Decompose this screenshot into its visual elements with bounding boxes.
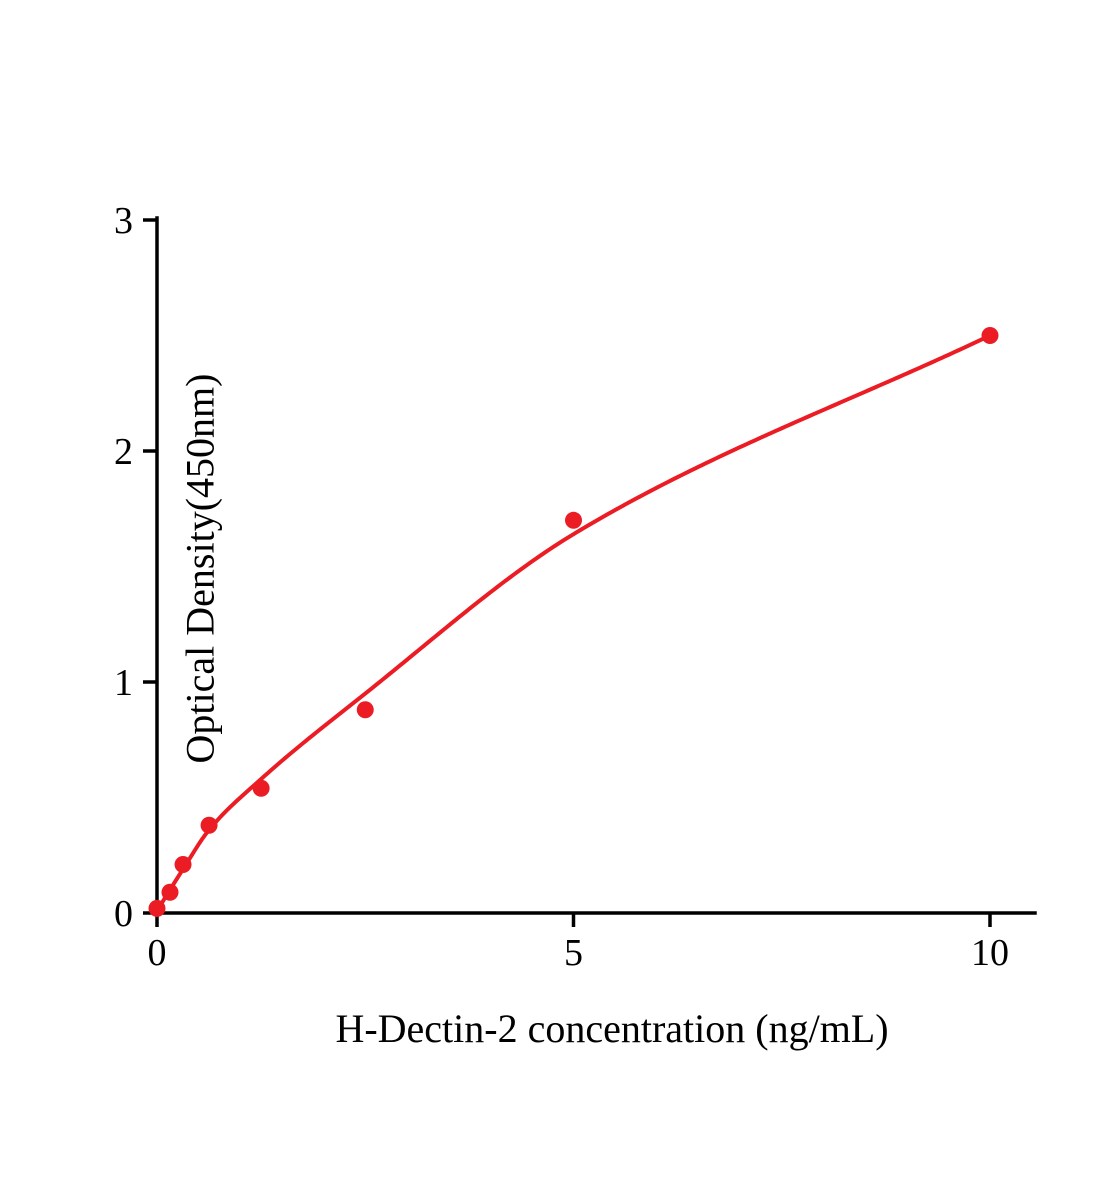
- fitted-curve: [155, 333, 992, 913]
- y-tick-label: 2: [114, 431, 133, 473]
- data-point: [565, 511, 582, 529]
- data-point: [356, 701, 374, 719]
- data-point: [200, 816, 218, 834]
- y-axis-title: Optical Density(450nm): [177, 373, 223, 764]
- data-point: [148, 899, 166, 917]
- x-tick-label: 0: [148, 932, 167, 974]
- y-tick-label: 1: [114, 662, 133, 704]
- x-axis-title: H-Dectin-2 concentration (ng/mL): [335, 1006, 889, 1051]
- axes-lines: [155, 216, 1037, 915]
- y-tick-label: 0: [114, 893, 133, 935]
- data-point: [252, 779, 270, 797]
- x-tick-label: 10: [971, 932, 1009, 974]
- y-tick-label: 3: [114, 200, 133, 242]
- data-point: [174, 855, 192, 873]
- data-point: [161, 883, 179, 901]
- data-point: [981, 327, 999, 344]
- x-tick-label: 5: [564, 932, 583, 974]
